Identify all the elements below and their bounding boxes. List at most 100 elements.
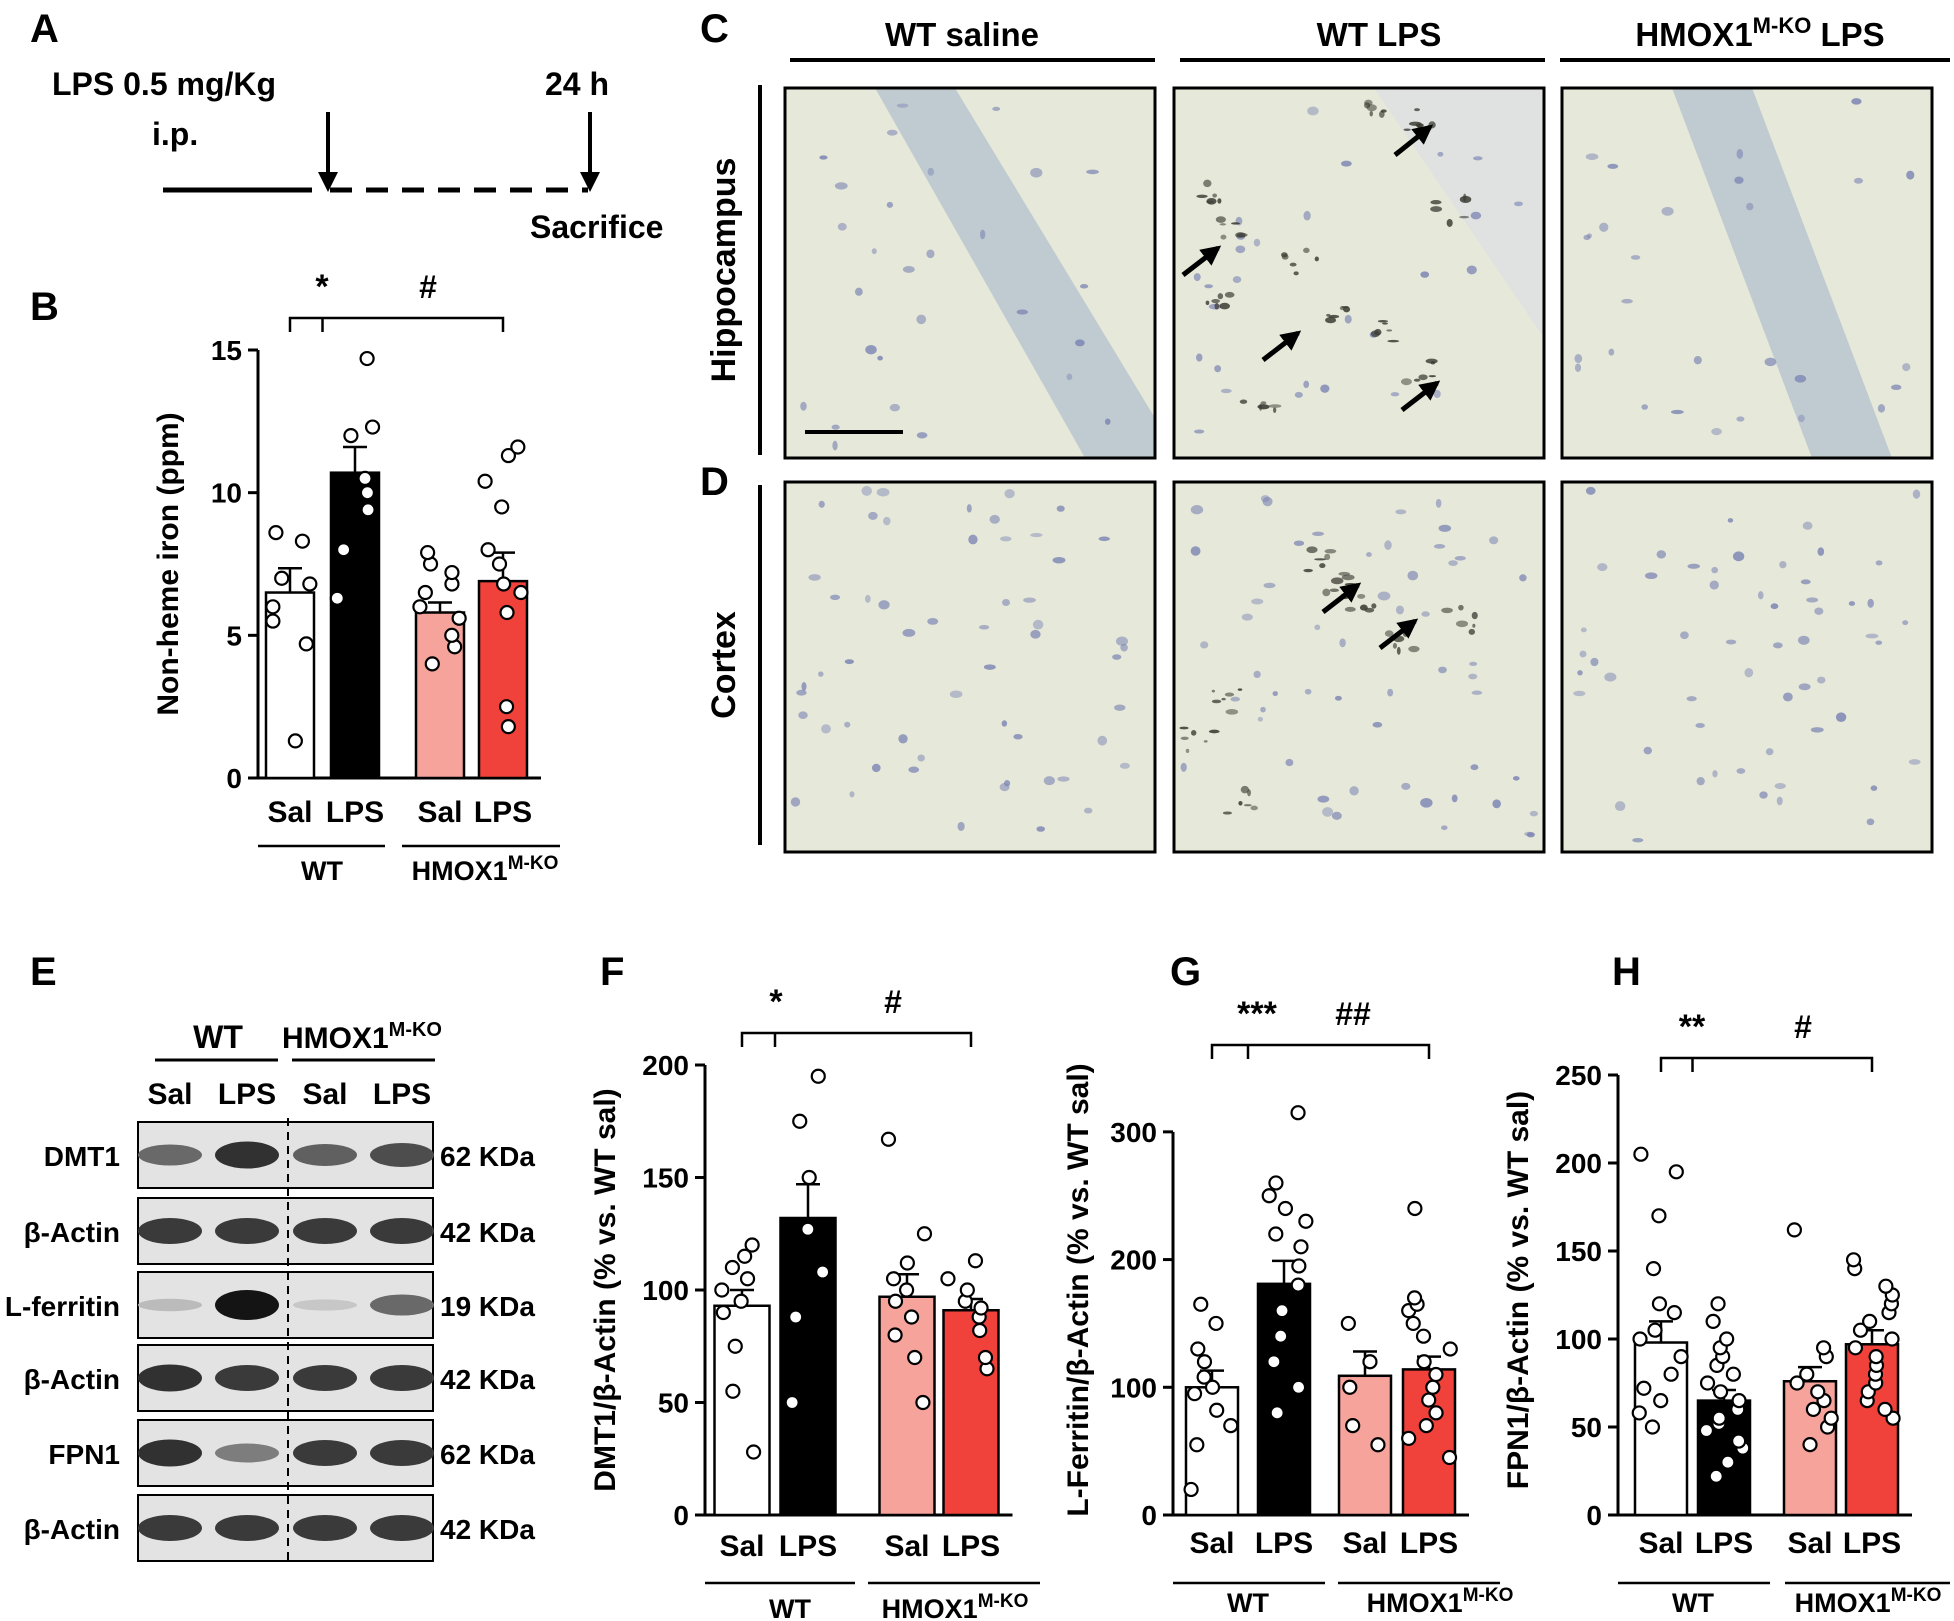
data-point: [1345, 1417, 1361, 1434]
x-category-label: LPS: [779, 1530, 837, 1563]
cell-nucleus: [1307, 106, 1319, 116]
cell-nucleus: [1814, 607, 1824, 615]
micrograph-panel: [1560, 86, 1934, 460]
data-point: [1209, 1402, 1225, 1418]
cell-nucleus: [1772, 642, 1783, 649]
iron-deposit: [1364, 102, 1371, 109]
cell-nucleus: [980, 229, 986, 240]
group-label-wt: WT: [301, 856, 343, 886]
y-tick-label: 300: [1110, 1117, 1157, 1148]
data-point: [733, 1293, 749, 1309]
iron-deposit: [1341, 305, 1349, 309]
data-point: [1710, 1296, 1726, 1312]
cell-nucleus: [808, 574, 821, 581]
cell-nucleus: [878, 600, 890, 610]
cell-nucleus: [1344, 314, 1352, 324]
data-point: [1290, 1277, 1306, 1293]
blot-band: [370, 1294, 434, 1316]
data-point: [1428, 1366, 1444, 1383]
data-point: [265, 599, 281, 615]
cell-nucleus: [1817, 676, 1826, 684]
iron-deposit: [1211, 699, 1222, 704]
cell-nucleus: [902, 265, 915, 273]
iron-deposit: [1392, 642, 1398, 649]
micrograph-background: [1174, 482, 1544, 852]
data-point: [1645, 1260, 1662, 1277]
data-point: [1651, 1296, 1668, 1312]
cell-nucleus: [1817, 547, 1825, 556]
cell-nucleus: [1057, 776, 1070, 782]
data-point: [329, 590, 345, 606]
x-category-label: LPS: [942, 1530, 1000, 1563]
data-point: [1632, 1331, 1648, 1347]
data-point: [1293, 1239, 1309, 1255]
cell-nucleus: [1732, 551, 1745, 562]
data-point: [788, 1309, 804, 1325]
micrograph-panel: [783, 86, 1157, 460]
blot-row-label: FPN1: [48, 1439, 120, 1470]
cell-nucleus: [1119, 762, 1130, 769]
cell-nucleus: [1230, 696, 1240, 702]
data-point: [903, 1309, 920, 1325]
cell-nucleus: [1304, 688, 1312, 695]
data-point: [1651, 1208, 1667, 1224]
cell-nucleus: [1759, 791, 1768, 799]
cell-nucleus: [1435, 498, 1442, 508]
iron-deposit: [1203, 740, 1208, 743]
significance-marker: #: [1794, 1009, 1812, 1045]
chart-b: 0 5 10 15 Non-heme iron (ppm) Sal LPS Sal LPS * # W…: [152, 268, 560, 886]
y-axis-label: Non-heme iron (ppm): [152, 412, 185, 715]
cell-nucleus: [1473, 156, 1483, 161]
iron-deposit: [1400, 378, 1412, 386]
cell-nucleus: [1599, 222, 1609, 232]
blot-group-ko: HMOX1M-KO: [282, 1019, 442, 1055]
arrow-marker: [1378, 618, 1419, 650]
iron-deposit: [1273, 407, 1277, 413]
data-point: [1407, 1200, 1423, 1217]
data-point: [880, 1131, 897, 1147]
cell-nucleus: [1303, 380, 1310, 389]
data-point: [360, 502, 376, 518]
cell-nucleus: [968, 534, 978, 545]
cell-nucleus: [1086, 169, 1099, 175]
iron-deposit: [1396, 646, 1401, 655]
cell-nucleus: [1607, 163, 1619, 169]
significance-marker: ***: [1237, 995, 1277, 1033]
x-category-label: Sal: [417, 796, 462, 829]
blot-lane-sal-wt: Sal: [147, 1078, 192, 1111]
cell-nucleus: [1395, 509, 1407, 515]
blot-band: [370, 1218, 434, 1244]
data-point: [500, 719, 516, 735]
data-point: [1712, 1384, 1729, 1400]
cell-nucleus: [1448, 560, 1458, 566]
data-point: [724, 1259, 740, 1276]
iron-deposit: [1231, 222, 1240, 225]
data-point: [1802, 1436, 1818, 1453]
iron-deposit: [1430, 206, 1443, 213]
cell-nucleus: [1303, 210, 1311, 221]
data-point: [1884, 1331, 1900, 1347]
cell-nucleus: [854, 287, 863, 296]
micrograph-border: [1172, 86, 1546, 460]
x-category-label: LPS: [1695, 1527, 1753, 1560]
group-label-ko: HMOX1M-KO: [882, 1591, 1029, 1621]
data-point: [737, 1248, 753, 1264]
cell-nucleus: [1736, 416, 1745, 422]
y-tick-label: 50: [1571, 1412, 1602, 1443]
micrograph-panel: [783, 480, 1157, 854]
data-point: [959, 1282, 975, 1298]
cell-nucleus: [1875, 640, 1883, 645]
iron-deposit: [1214, 302, 1220, 310]
data-point: [1862, 1313, 1878, 1330]
iron-deposit: [1357, 593, 1366, 599]
cell-nucleus: [1573, 690, 1586, 697]
data-point: [510, 439, 526, 455]
blot-band: [215, 1290, 279, 1320]
data-point: [480, 542, 496, 558]
iron-deposit: [1225, 709, 1239, 715]
row-label-cortex: Cortex: [705, 611, 743, 719]
iron-deposit: [1418, 374, 1428, 381]
x-category-label: Sal: [1787, 1527, 1832, 1560]
iron-deposit: [1303, 568, 1313, 573]
cell-nucleus: [864, 594, 871, 603]
